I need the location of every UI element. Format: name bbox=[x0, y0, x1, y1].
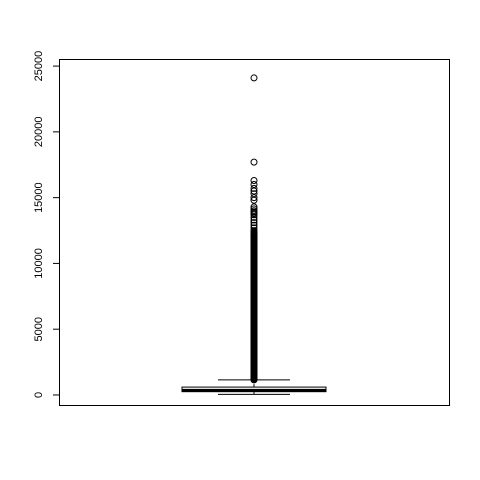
outlier-point bbox=[250, 158, 258, 166]
box-group bbox=[181, 74, 327, 395]
outlier-point bbox=[250, 205, 258, 213]
outlier-point bbox=[250, 180, 258, 188]
outlier-point bbox=[250, 196, 258, 204]
outlier-point bbox=[250, 74, 258, 82]
outlier-point bbox=[250, 184, 258, 192]
outlier-point bbox=[250, 190, 258, 198]
y-tick-label: 10000 bbox=[33, 248, 45, 279]
outlier-point bbox=[250, 219, 258, 227]
y-tick-label: 5000 bbox=[33, 317, 45, 341]
y-tick-label: 0 bbox=[33, 392, 45, 398]
y-tick-label: 25000 bbox=[33, 51, 45, 82]
outlier-point bbox=[250, 187, 258, 195]
y-axis-ticks: 0 5000 10000 15000 20000 25000 bbox=[33, 51, 60, 398]
y-tick-label: 20000 bbox=[33, 117, 45, 148]
outlier-point bbox=[250, 224, 258, 232]
y-tick-label: 15000 bbox=[33, 182, 45, 213]
outlier-point bbox=[250, 194, 258, 202]
outlier-point bbox=[250, 203, 258, 211]
outlier-point bbox=[250, 207, 258, 215]
outlier-point bbox=[250, 227, 258, 235]
outlier-point bbox=[250, 216, 258, 224]
outlier-point bbox=[250, 213, 258, 221]
outlier-point bbox=[250, 221, 258, 229]
outlier-point bbox=[250, 177, 258, 185]
